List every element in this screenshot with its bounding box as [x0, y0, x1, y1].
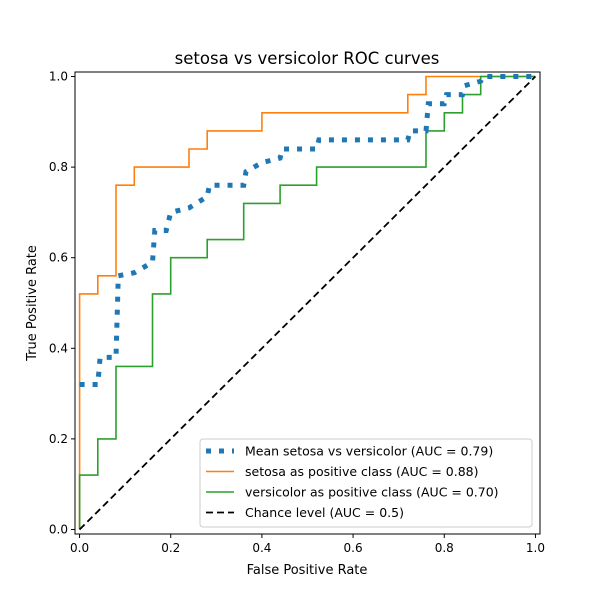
- series-line-3: [78, 75, 537, 531]
- plot-area: [78, 74, 537, 531]
- x-tick-label: 0.4: [252, 541, 271, 555]
- series-line-2: [78, 75, 536, 530]
- y-tick-label: 0.6: [49, 251, 68, 265]
- y-tick-label: 0.0: [49, 522, 68, 536]
- y-tick-label: 1.0: [49, 70, 68, 84]
- x-tick-label: 1.0: [526, 541, 545, 555]
- y-tick-label: 0.2: [49, 432, 68, 446]
- x-axis-label: False Positive Rate: [247, 563, 368, 578]
- legend: Mean setosa vs versicolor (AUC = 0.79) se…: [199, 438, 533, 528]
- legend-box: [199, 438, 533, 528]
- x-tick-label: 0.8: [435, 541, 454, 555]
- axis-ticks: 0.0 0.2 0.4 0.6 0.8 1.0 0.0 0.2 0.4 0.6 0.8 1.0: [49, 70, 545, 555]
- legend-entry: Mean setosa vs versicolor (AUC = 0.79): [245, 444, 493, 459]
- y-tick-label: 0.4: [49, 341, 68, 355]
- legend-entry: setosa as positive class (AUC = 0.88): [245, 464, 478, 479]
- series-line-1: [78, 75, 536, 530]
- x-tick-label: 0.2: [161, 541, 180, 555]
- chart-title: setosa vs versicolor ROC curves: [175, 49, 440, 68]
- legend-entry: versicolor as positive class (AUC = 0.70…: [245, 485, 499, 500]
- series-line-0: [79, 74, 536, 387]
- x-tick-label: 0.6: [344, 541, 363, 555]
- axes-frame: [74, 71, 541, 535]
- y-axis-label: True Positive Rate: [25, 245, 40, 362]
- legend-entry: Chance level (AUC = 0.5): [245, 505, 404, 520]
- x-tick-label: 0.0: [70, 541, 89, 555]
- y-tick-label: 0.8: [49, 160, 68, 174]
